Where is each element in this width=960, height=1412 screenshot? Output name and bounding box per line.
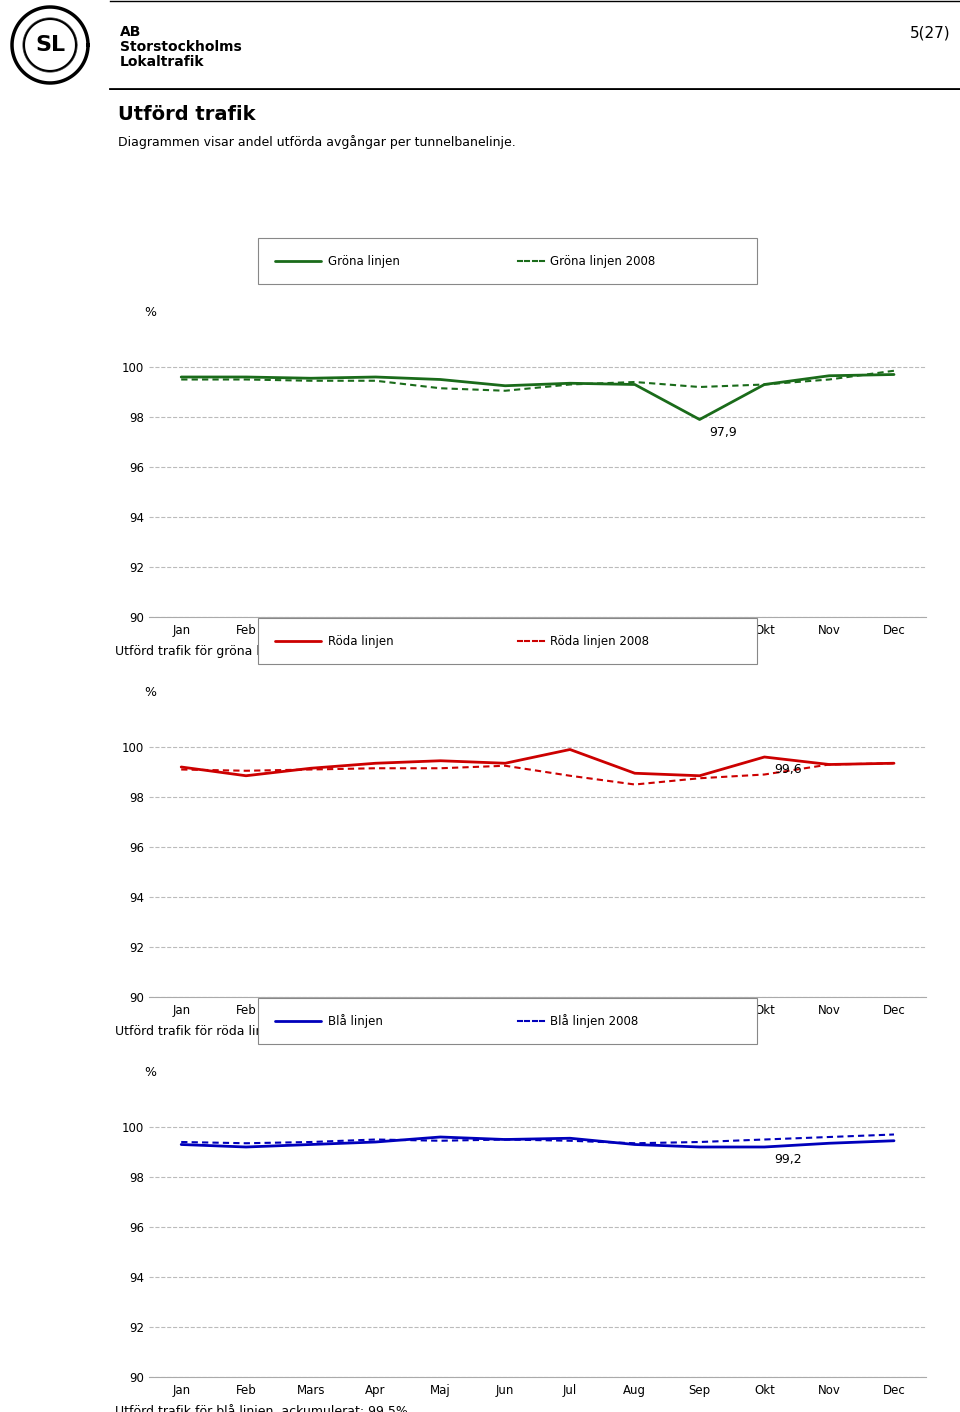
Text: %: % <box>144 685 156 699</box>
Text: Utförd trafik för blå linjen, ackumulerat: 99,5%: Utförd trafik för blå linjen, ackumulera… <box>115 1404 408 1412</box>
Text: Utförd trafik för gröna linjen, ackumulerat: 99,4%: Utförd trafik för gröna linjen, ackumule… <box>115 644 425 658</box>
Text: Gröna linjen: Gröna linjen <box>328 254 400 267</box>
Text: 97,9: 97,9 <box>709 426 737 439</box>
Text: Diagrammen visar andel utförda avgångar per tunnelbanelinje.: Diagrammen visar andel utförda avgångar … <box>118 136 516 150</box>
Text: Utförd trafik: Utförd trafik <box>118 104 255 124</box>
Text: Blå linjen 2008: Blå linjen 2008 <box>550 1014 638 1028</box>
Text: Utförd trafik för röda linjen, ackumulerat: 99,3%: Utförd trafik för röda linjen, ackumuler… <box>115 1025 417 1038</box>
Text: %: % <box>144 305 156 319</box>
Text: Gröna linjen 2008: Gröna linjen 2008 <box>550 254 656 267</box>
Text: AB: AB <box>120 25 141 40</box>
Text: 99,2: 99,2 <box>774 1154 802 1166</box>
Text: Röda linjen: Röda linjen <box>328 634 394 648</box>
Text: 5(27): 5(27) <box>910 25 950 40</box>
Text: Storstockholms: Storstockholms <box>120 40 242 54</box>
Text: SL: SL <box>35 35 65 55</box>
Text: 99,6: 99,6 <box>774 764 802 777</box>
Text: Röda linjen 2008: Röda linjen 2008 <box>550 634 649 648</box>
Text: Blå linjen: Blå linjen <box>328 1014 383 1028</box>
Text: %: % <box>144 1066 156 1079</box>
Text: Lokaltrafik: Lokaltrafik <box>120 55 204 69</box>
